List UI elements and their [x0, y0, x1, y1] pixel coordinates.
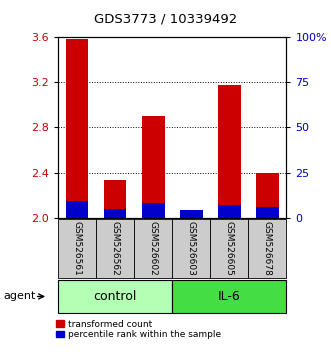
FancyBboxPatch shape: [58, 219, 96, 278]
Bar: [142, 116, 165, 218]
Bar: [142, 203, 165, 218]
FancyBboxPatch shape: [172, 280, 286, 313]
Text: control: control: [93, 290, 137, 303]
FancyBboxPatch shape: [58, 280, 172, 313]
Text: GSM526602: GSM526602: [149, 221, 158, 276]
Text: GDS3773 / 10339492: GDS3773 / 10339492: [94, 12, 237, 25]
FancyBboxPatch shape: [210, 219, 248, 278]
FancyBboxPatch shape: [96, 219, 134, 278]
Text: agent: agent: [3, 291, 36, 302]
Bar: [66, 39, 88, 218]
Bar: [66, 201, 88, 218]
Text: GSM526603: GSM526603: [187, 221, 196, 276]
Bar: [256, 173, 279, 218]
Bar: [180, 211, 203, 218]
Bar: [104, 181, 126, 218]
Bar: [104, 209, 126, 218]
Text: GSM526678: GSM526678: [263, 221, 272, 276]
Bar: [218, 85, 241, 218]
Bar: [256, 207, 279, 218]
FancyBboxPatch shape: [134, 219, 172, 278]
Text: GSM526605: GSM526605: [225, 221, 234, 276]
FancyBboxPatch shape: [248, 219, 286, 278]
Text: IL-6: IL-6: [218, 290, 241, 303]
Text: GSM526562: GSM526562: [111, 221, 119, 276]
Bar: [180, 212, 203, 218]
Legend: transformed count, percentile rank within the sample: transformed count, percentile rank withi…: [56, 320, 221, 339]
Bar: [218, 205, 241, 218]
Text: GSM526561: GSM526561: [72, 221, 81, 276]
FancyBboxPatch shape: [172, 219, 210, 278]
